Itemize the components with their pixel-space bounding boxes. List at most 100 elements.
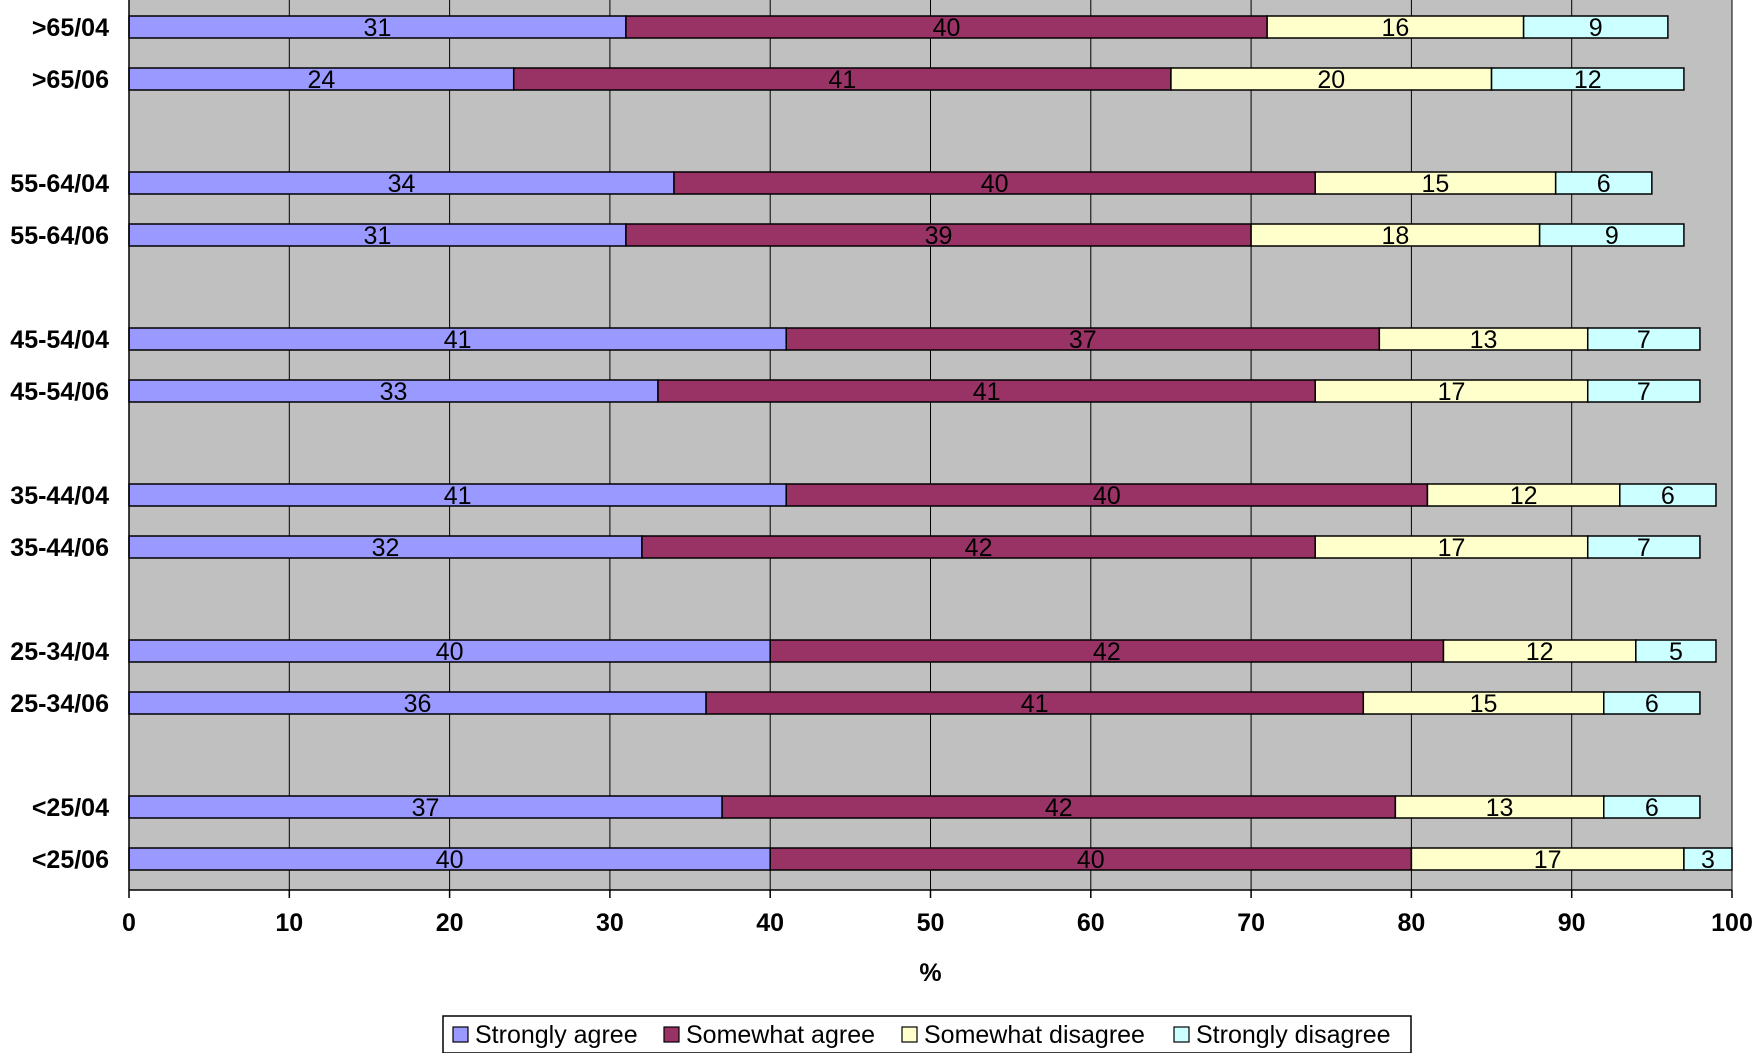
data-label: 31 (364, 14, 392, 42)
category-label: 35-44/04 (10, 482, 109, 510)
legend-swatch (452, 1026, 469, 1043)
legend-label: Somewhat disagree (924, 1021, 1145, 1049)
data-label: 17 (1438, 378, 1466, 406)
legend-label: Somewhat agree (686, 1021, 875, 1049)
data-label: 12 (1510, 482, 1538, 510)
data-label: 42 (965, 534, 993, 562)
category-label: >65/04 (32, 14, 109, 42)
category-label: 55-64/06 (10, 222, 109, 250)
data-label: 40 (981, 170, 1009, 198)
data-label: 6 (1597, 170, 1611, 198)
data-label: 24 (307, 66, 335, 94)
data-label: 13 (1486, 794, 1514, 822)
x-tick-label: 20 (436, 909, 464, 937)
data-label: 42 (1093, 638, 1121, 666)
x-tick-label: 10 (275, 909, 303, 937)
data-label: 17 (1534, 846, 1562, 874)
data-label: 12 (1574, 66, 1602, 94)
data-label: 40 (436, 846, 464, 874)
data-label: 5 (1669, 638, 1683, 666)
data-label: 15 (1422, 170, 1450, 198)
category-label: 45-54/06 (10, 378, 109, 406)
x-tick-label: 60 (1077, 909, 1105, 937)
legend-label: Strongly disagree (1196, 1021, 1391, 1049)
data-label: 33 (380, 378, 408, 406)
data-label: 3 (1701, 846, 1715, 874)
category-label: <25/06 (32, 846, 109, 874)
x-tick-label: 30 (596, 909, 624, 937)
bar-segment (1603, 795, 1701, 819)
x-tick-label: 70 (1237, 909, 1265, 937)
category-label: 25-34/06 (10, 690, 109, 718)
data-label: 17 (1438, 534, 1466, 562)
bar-segment (1522, 15, 1669, 39)
bar-segment (1586, 327, 1701, 351)
data-label: 18 (1381, 222, 1409, 250)
bar-segment (1538, 223, 1685, 247)
data-label: 6 (1645, 690, 1659, 718)
legend-swatch (663, 1026, 680, 1043)
data-label: 37 (412, 794, 440, 822)
data-label: 31 (364, 222, 392, 250)
data-label: 40 (1077, 846, 1105, 874)
data-label: 6 (1661, 482, 1675, 510)
x-tick-label: 100 (1711, 909, 1753, 937)
bar-segment (1619, 483, 1717, 507)
category-label: 25-34/04 (10, 638, 109, 666)
data-label: 15 (1470, 690, 1498, 718)
bar-segment (1586, 379, 1701, 403)
bar-segment (1635, 639, 1717, 663)
bar-segment (1554, 171, 1653, 195)
x-tick-label: 0 (122, 909, 136, 937)
data-label: 41 (444, 482, 472, 510)
data-label: 32 (372, 534, 400, 562)
category-label: <25/04 (32, 794, 109, 822)
data-label: 7 (1637, 534, 1651, 562)
data-label: 36 (404, 690, 432, 718)
category-label: 55-64/04 (10, 170, 109, 198)
data-label: 20 (1317, 66, 1345, 94)
gridlines (128, 0, 1733, 890)
data-label: 40 (436, 638, 464, 666)
data-label: 41 (973, 378, 1001, 406)
category-labels: >65/04 >65/06 55-64/04 55-64/06 45-54/04 45-5… (10, 14, 109, 874)
data-label: 41 (828, 66, 856, 94)
category-label: 35-44/06 (10, 534, 109, 562)
category-label: 45-54/04 (10, 326, 109, 354)
bar-segment (1490, 67, 1685, 91)
data-label: 9 (1605, 222, 1619, 250)
legend-label: Strongly agree (475, 1021, 638, 1049)
data-label: 40 (933, 14, 961, 42)
bar-segment (1586, 535, 1701, 559)
bars (128, 15, 1733, 871)
x-tick-label: 80 (1397, 909, 1425, 937)
data-label: 9 (1589, 14, 1603, 42)
x-tick-label: 50 (917, 909, 945, 937)
legend: Strongly agree Somewhat agree Somewhat dis… (442, 1015, 1412, 1053)
data-label: 41 (1021, 690, 1049, 718)
x-tick-label: 90 (1558, 909, 1586, 937)
data-label: 6 (1645, 794, 1659, 822)
data-label: 34 (388, 170, 416, 198)
category-label: >65/06 (32, 66, 109, 94)
data-label: 40 (1093, 482, 1121, 510)
data-label: 12 (1526, 638, 1554, 666)
legend-swatch (901, 1026, 918, 1043)
data-label: 7 (1637, 378, 1651, 406)
data-label: 42 (1045, 794, 1073, 822)
data-label: 7 (1637, 326, 1651, 354)
data-label: 37 (1069, 326, 1097, 354)
x-axis: 0 10 20 30 40 50 60 70 80 90 100 (122, 0, 1753, 937)
data-label: 39 (925, 222, 953, 250)
legend-swatch (1173, 1026, 1190, 1043)
data-label: 13 (1470, 326, 1498, 354)
bar-segment (1683, 847, 1733, 871)
x-axis-title: % (919, 959, 941, 987)
data-label: 16 (1381, 14, 1409, 42)
data-label: 41 (444, 326, 472, 354)
legend-box (442, 1015, 1412, 1053)
x-tick-label: 40 (756, 909, 784, 937)
bar-segment (1603, 691, 1701, 715)
